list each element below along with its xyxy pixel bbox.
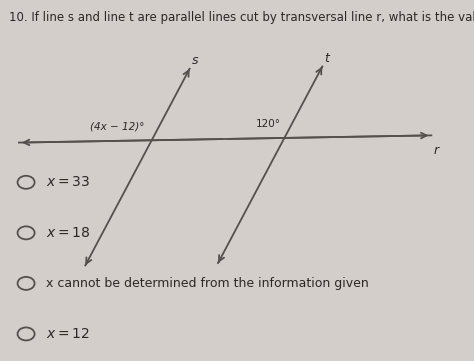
Text: $x = 33$: $x = 33$ <box>46 175 91 189</box>
Text: x cannot be determined from the information given: x cannot be determined from the informat… <box>46 277 369 290</box>
Text: r: r <box>434 144 439 157</box>
Text: 120°: 120° <box>256 119 281 129</box>
Text: $x = 18$: $x = 18$ <box>46 226 91 240</box>
Text: 10. If line s and line t are parallel lines cut by transversal line r, what is t: 10. If line s and line t are parallel li… <box>9 11 474 24</box>
Text: $x = 12$: $x = 12$ <box>46 327 90 341</box>
Text: (4x − 12)°: (4x − 12)° <box>90 121 145 131</box>
Text: s: s <box>192 54 199 67</box>
Text: t: t <box>325 52 329 65</box>
